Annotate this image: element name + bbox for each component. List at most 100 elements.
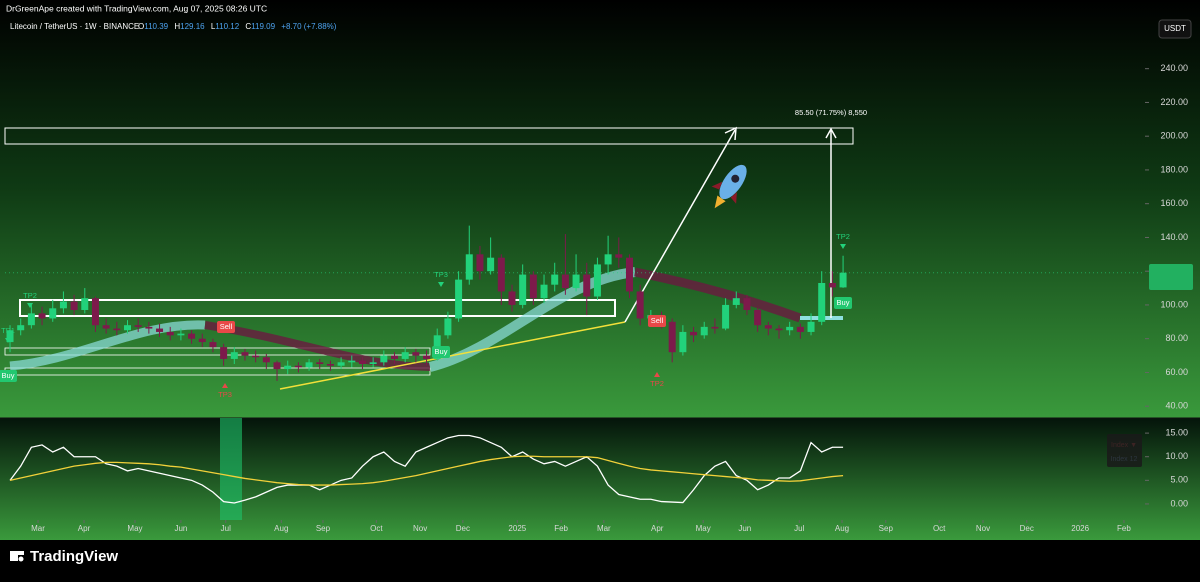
candle-body (540, 284, 548, 299)
oscillator-pane (0, 418, 1200, 540)
y-tick-label: 140.00 (1160, 232, 1188, 242)
candle-body (508, 291, 516, 305)
annotation: Buy (2, 371, 15, 380)
open: 110.39 (144, 22, 168, 31)
currency[interactable]: USDT (1164, 24, 1186, 33)
projection-arrow (624, 129, 736, 323)
signal-box (648, 315, 666, 327)
candle-body (455, 279, 463, 319)
low: 110.12 (215, 22, 239, 31)
x-tick-label: Mar (597, 524, 611, 533)
candle-body (188, 333, 196, 339)
candle-body (230, 352, 238, 359)
y-tick-label: 80.00 (1165, 333, 1188, 343)
candle-body (423, 355, 431, 359)
x-tick-label: Jul (221, 524, 231, 533)
y-tick-label: 160.00 (1160, 198, 1188, 208)
candle-body (273, 362, 281, 370)
y-tick-label: 0.00 (1170, 498, 1188, 508)
arrow-head (825, 127, 837, 139)
o-label: O (138, 22, 144, 31)
candle-body (529, 274, 537, 299)
signal-marker (27, 303, 33, 308)
candle-body (561, 274, 569, 289)
y-tick-label: 200.00 (1160, 131, 1188, 141)
candle-body (401, 352, 409, 359)
y-tick-label: 180.00 (1160, 164, 1188, 174)
annotation: Sell (651, 316, 664, 325)
candle-body (828, 283, 836, 288)
signal-box (432, 346, 450, 358)
ribbon-down (634, 267, 802, 323)
ribbon-up (9, 320, 206, 371)
candle-body (145, 326, 153, 329)
annotation: TP2 (650, 379, 664, 388)
x-tick-label: Dec (1020, 524, 1034, 533)
signal-marker (222, 383, 228, 388)
brand-logo (10, 551, 24, 562)
candle-body (722, 304, 730, 329)
candle-body (604, 254, 612, 265)
candle-body (583, 274, 591, 297)
candle-body (668, 321, 676, 353)
close: 119.09 (251, 22, 275, 31)
annotation: Buy (435, 347, 448, 356)
arrow-head (724, 126, 737, 141)
candle-body (497, 257, 505, 292)
candle-body (198, 338, 206, 343)
candle-body (113, 328, 121, 331)
candle-body (6, 330, 14, 343)
signal-marker (5, 338, 11, 343)
candle-body (102, 325, 110, 329)
x-tick-label: Feb (1117, 524, 1131, 533)
candle-body (743, 298, 751, 310)
currency-button[interactable] (1158, 19, 1192, 39)
candle-body (316, 362, 324, 364)
candle-body (818, 283, 826, 322)
annotation: TP1 (1, 326, 15, 335)
annotation: TP2 (23, 291, 37, 300)
candle-body (754, 310, 762, 326)
x-tick-label: Jun (738, 524, 751, 533)
x-tick-label: Oct (933, 524, 946, 533)
index-line (9, 455, 844, 486)
legend-box (1107, 434, 1142, 467)
candle-body (732, 298, 740, 305)
signal-marker (654, 372, 660, 377)
x-tick-label: May (127, 524, 142, 533)
x-tick-label: May (696, 524, 711, 533)
support-zone (19, 299, 616, 317)
x-tick-label: Dec (456, 524, 470, 533)
y-tick-label: 220.00 (1160, 97, 1188, 107)
x-tick-label: Apr (78, 524, 91, 533)
rocket (711, 164, 747, 209)
x-tick-label: Aug (274, 524, 288, 533)
credit: DrGreenApe created with TradingView.com,… (6, 3, 267, 13)
candle-body (786, 326, 794, 331)
candle-body (166, 331, 174, 336)
footer-bar (0, 540, 1200, 577)
x-tick-label: Oct (370, 524, 383, 533)
candle-body (262, 357, 270, 363)
candle-body (444, 318, 452, 336)
candle-body (551, 274, 559, 285)
signal-box (217, 321, 235, 333)
x-tick-label: Sep (879, 524, 894, 533)
candle-body (209, 342, 217, 348)
range-box (4, 347, 431, 356)
signal-marker (840, 244, 846, 249)
y-tick-label: 5.00 (1170, 475, 1188, 485)
x-tick-label: Mar (31, 524, 45, 533)
target-zone (4, 127, 854, 145)
annotation: Buy (837, 298, 850, 307)
x-tick-label: Nov (976, 524, 990, 533)
candle-body (796, 326, 804, 332)
candle-body (305, 362, 313, 368)
candle-body (326, 364, 334, 366)
candle-body (476, 254, 484, 272)
brand: TradingView (30, 548, 118, 565)
candle-body (337, 362, 345, 366)
candle-body (380, 355, 388, 363)
x-tick-label: Nov (413, 524, 427, 533)
